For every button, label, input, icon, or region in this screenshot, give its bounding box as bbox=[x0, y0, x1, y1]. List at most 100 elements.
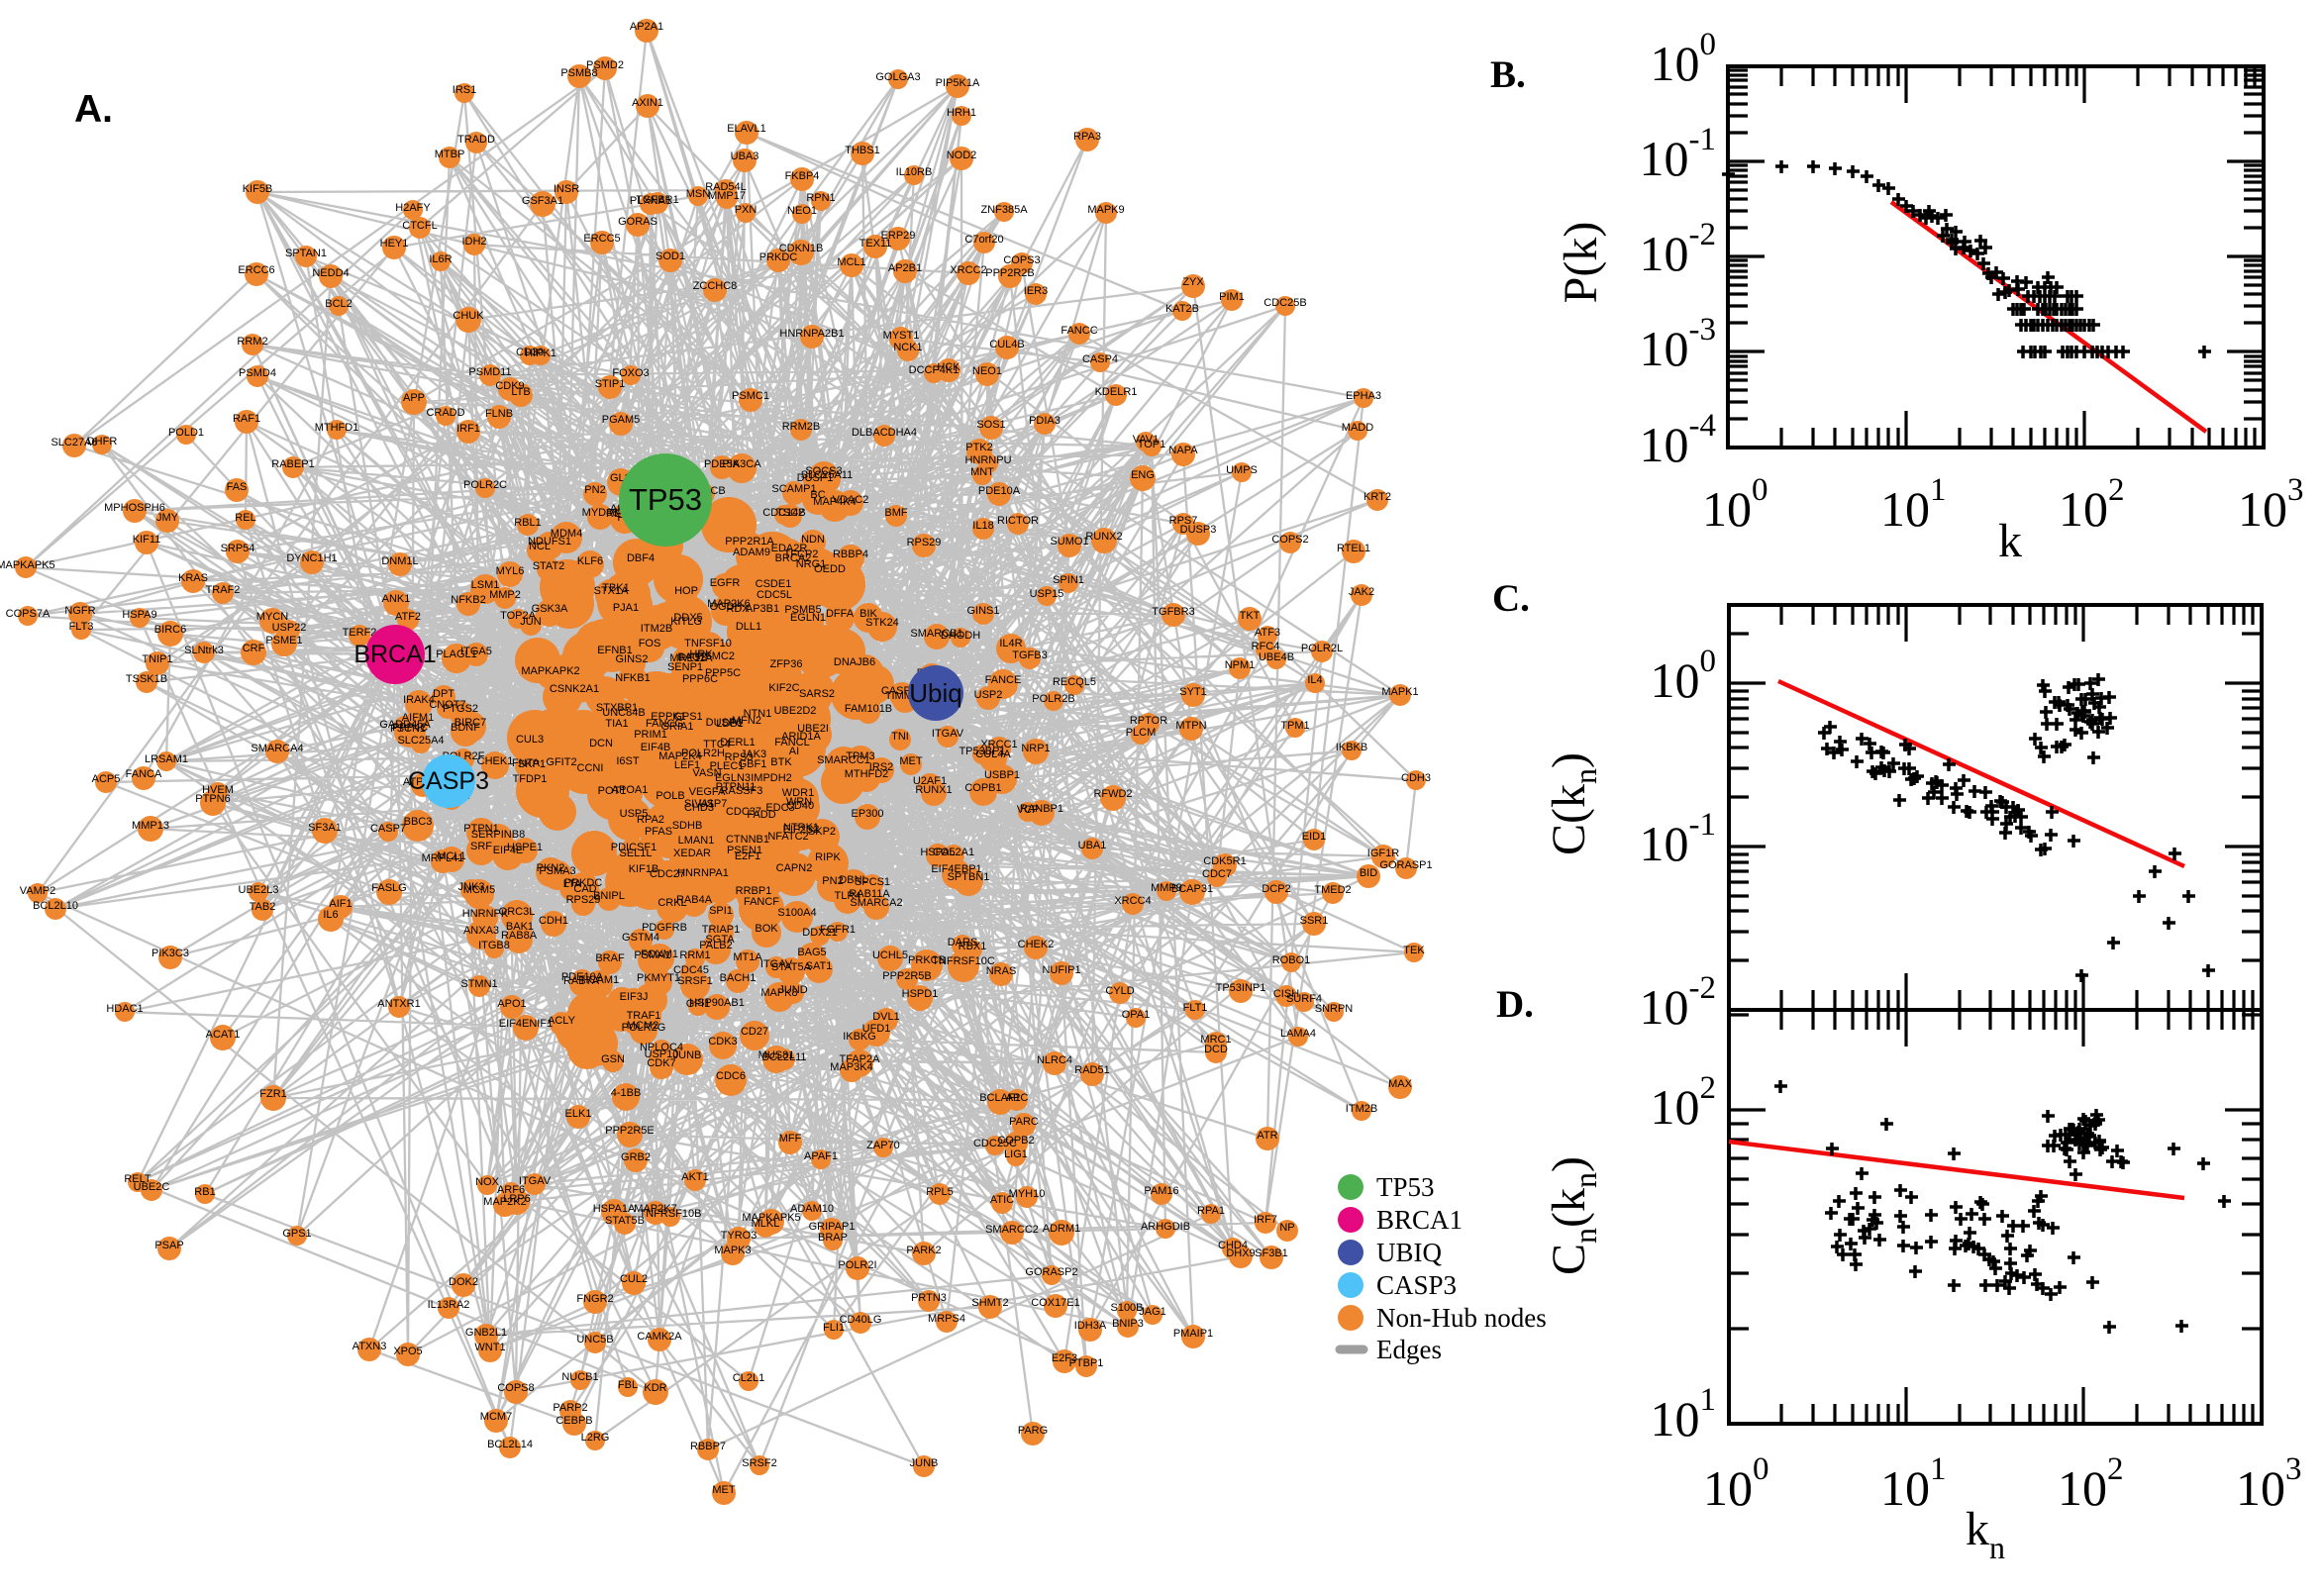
svg-text:RBL1: RBL1 bbox=[514, 517, 542, 529]
svg-text:UBIQ: UBIQ bbox=[1376, 1238, 1442, 1267]
svg-text:DNM1L: DNM1L bbox=[381, 555, 418, 567]
svg-text:VASN: VASN bbox=[692, 767, 721, 779]
svg-text:STMN1: STMN1 bbox=[460, 978, 497, 990]
svg-text:DOK2: DOK2 bbox=[449, 1276, 478, 1288]
svg-text:PRKCB: PRKCB bbox=[908, 954, 946, 966]
svg-text:Non-Hub nodes: Non-Hub nodes bbox=[1376, 1303, 1547, 1333]
svg-text:STAT2: STAT2 bbox=[533, 560, 565, 572]
svg-text:WNT1: WNT1 bbox=[474, 1342, 505, 1353]
svg-text:SUMO1: SUMO1 bbox=[1050, 536, 1088, 548]
svg-text:POLR2B: POLR2B bbox=[1032, 693, 1074, 705]
svg-text:DBNL: DBNL bbox=[839, 874, 867, 886]
svg-text:FANCF: FANCF bbox=[744, 896, 779, 908]
svg-text:USP22: USP22 bbox=[272, 622, 307, 634]
svg-text:SPI1: SPI1 bbox=[709, 905, 733, 917]
svg-text:TRIAP1: TRIAP1 bbox=[702, 924, 741, 936]
svg-text:GORAS: GORAS bbox=[618, 216, 657, 228]
svg-text:FOXO3: FOXO3 bbox=[612, 367, 649, 379]
svg-text:ZFP36: ZFP36 bbox=[769, 658, 802, 670]
svg-text:ZNF385A: ZNF385A bbox=[980, 204, 1028, 216]
svg-text:SARS2: SARS2 bbox=[799, 688, 835, 700]
svg-text:PPP2R1A: PPP2R1A bbox=[725, 536, 774, 548]
svg-text:GORASP1: GORASP1 bbox=[1379, 859, 1432, 871]
svg-text:CUL2: CUL2 bbox=[620, 1273, 648, 1285]
svg-text:MRPL41: MRPL41 bbox=[422, 852, 464, 864]
svg-text:CDC45: CDC45 bbox=[673, 964, 709, 976]
svg-text:KIF1B: KIF1B bbox=[629, 863, 659, 875]
svg-text:AKT1: AKT1 bbox=[681, 1171, 709, 1183]
svg-text:TP53: TP53 bbox=[1376, 1172, 1435, 1202]
svg-text:TEK: TEK bbox=[1403, 945, 1425, 956]
svg-text:IMPDH2: IMPDH2 bbox=[751, 772, 792, 784]
svg-text:EGLN3: EGLN3 bbox=[715, 772, 751, 784]
svg-text:OPA1: OPA1 bbox=[1122, 1009, 1151, 1021]
svg-text:PLXNA1: PLXNA1 bbox=[630, 195, 671, 207]
svg-text:COPS2: COPS2 bbox=[1271, 534, 1308, 546]
svg-text:PRTN3: PRTN3 bbox=[911, 1292, 947, 1304]
svg-text:KLF6: KLF6 bbox=[577, 555, 603, 567]
svg-text:UBE2D2: UBE2D2 bbox=[774, 705, 817, 717]
svg-text:APC: APC bbox=[1006, 1092, 1029, 1104]
svg-text:IL6R: IL6R bbox=[429, 253, 452, 265]
svg-text:TAB2: TAB2 bbox=[250, 901, 276, 913]
svg-text:UFD1: UFD1 bbox=[862, 1023, 891, 1035]
svg-text:CD40LG: CD40LG bbox=[840, 1314, 882, 1326]
svg-text:UBE2I: UBE2I bbox=[797, 723, 829, 735]
svg-text:DFFA: DFFA bbox=[826, 608, 855, 620]
svg-text:RIPK: RIPK bbox=[815, 851, 841, 863]
svg-text:EPHA3: EPHA3 bbox=[1346, 390, 1381, 402]
svg-text:STAT5B: STAT5B bbox=[605, 1215, 645, 1227]
svg-text:EIF4B: EIF4B bbox=[641, 742, 671, 753]
svg-text:RFC4: RFC4 bbox=[1252, 641, 1280, 652]
svg-text:MAP2K2: MAP2K2 bbox=[483, 1196, 526, 1208]
svg-text:PTBP1: PTBP1 bbox=[1069, 1357, 1104, 1369]
svg-text:SEL1L: SEL1L bbox=[619, 848, 652, 859]
svg-text:HSPD1: HSPD1 bbox=[902, 988, 939, 1000]
svg-text:TFAP2A: TFAP2A bbox=[840, 1053, 881, 1065]
svg-text:SLC25A4: SLC25A4 bbox=[397, 735, 444, 747]
svg-text:MTPN: MTPN bbox=[1175, 720, 1206, 732]
svg-text:UBA3: UBA3 bbox=[731, 150, 759, 162]
svg-text:BCAP31: BCAP31 bbox=[1171, 883, 1213, 895]
svg-text:SSR1: SSR1 bbox=[1300, 915, 1329, 927]
svg-text:JAK3: JAK3 bbox=[741, 748, 766, 760]
svg-text:EDC3: EDC3 bbox=[765, 802, 794, 814]
svg-text:CHD3: CHD3 bbox=[684, 802, 714, 814]
svg-text:CDC25B: CDC25B bbox=[1263, 297, 1306, 309]
svg-text:NTN1: NTN1 bbox=[744, 708, 772, 720]
svg-text:TFDP1: TFDP1 bbox=[513, 773, 548, 785]
svg-text:VAMP2: VAMP2 bbox=[20, 885, 55, 897]
svg-text:GBF1: GBF1 bbox=[739, 758, 767, 770]
svg-text:FLT3: FLT3 bbox=[69, 621, 94, 633]
svg-text:PDICSF1: PDICSF1 bbox=[611, 842, 656, 853]
svg-text:HNRNPA1: HNRNPA1 bbox=[677, 867, 729, 879]
svg-text:ATXN3: ATXN3 bbox=[353, 1341, 387, 1352]
svg-text:HSPA9: HSPA9 bbox=[122, 609, 156, 621]
svg-text:JUN: JUN bbox=[520, 616, 541, 628]
svg-text:CASP7: CASP7 bbox=[370, 823, 406, 835]
svg-text:BTK: BTK bbox=[770, 756, 792, 768]
svg-text:LAMA4: LAMA4 bbox=[1280, 1028, 1316, 1040]
svg-text:COPS8: COPS8 bbox=[497, 1382, 534, 1394]
svg-text:PTPN1: PTPN1 bbox=[463, 823, 498, 835]
svg-text:TRAF2: TRAF2 bbox=[206, 584, 241, 596]
svg-text:PPP5C: PPP5C bbox=[705, 667, 741, 679]
svg-text:TSC2: TSC2 bbox=[776, 507, 804, 519]
svg-text:APOA1: APOA1 bbox=[612, 784, 649, 796]
svg-text:IL4R: IL4R bbox=[999, 638, 1022, 649]
svg-text:IL13RA2: IL13RA2 bbox=[428, 1299, 470, 1311]
svg-text:EDA2R: EDA2R bbox=[771, 543, 808, 554]
svg-text:EGFR: EGFR bbox=[710, 577, 741, 589]
svg-text:RUNX1: RUNX1 bbox=[915, 784, 952, 796]
svg-text:TEX11: TEX11 bbox=[859, 238, 892, 249]
svg-text:MFF: MFF bbox=[779, 1133, 802, 1145]
svg-text:FANCE: FANCE bbox=[985, 674, 1022, 686]
svg-text:TGFBR1: TGFBR1 bbox=[636, 194, 678, 206]
svg-text:CHD4: CHD4 bbox=[1218, 1240, 1248, 1251]
svg-text:BBC3: BBC3 bbox=[404, 816, 433, 828]
svg-text:DERL1: DERL1 bbox=[720, 737, 755, 748]
svg-text:SGTA: SGTA bbox=[705, 934, 735, 946]
svg-text:SRF: SRF bbox=[470, 841, 492, 852]
svg-text:CDC5L: CDC5L bbox=[757, 589, 792, 601]
svg-text:PSME1: PSME1 bbox=[265, 635, 302, 647]
